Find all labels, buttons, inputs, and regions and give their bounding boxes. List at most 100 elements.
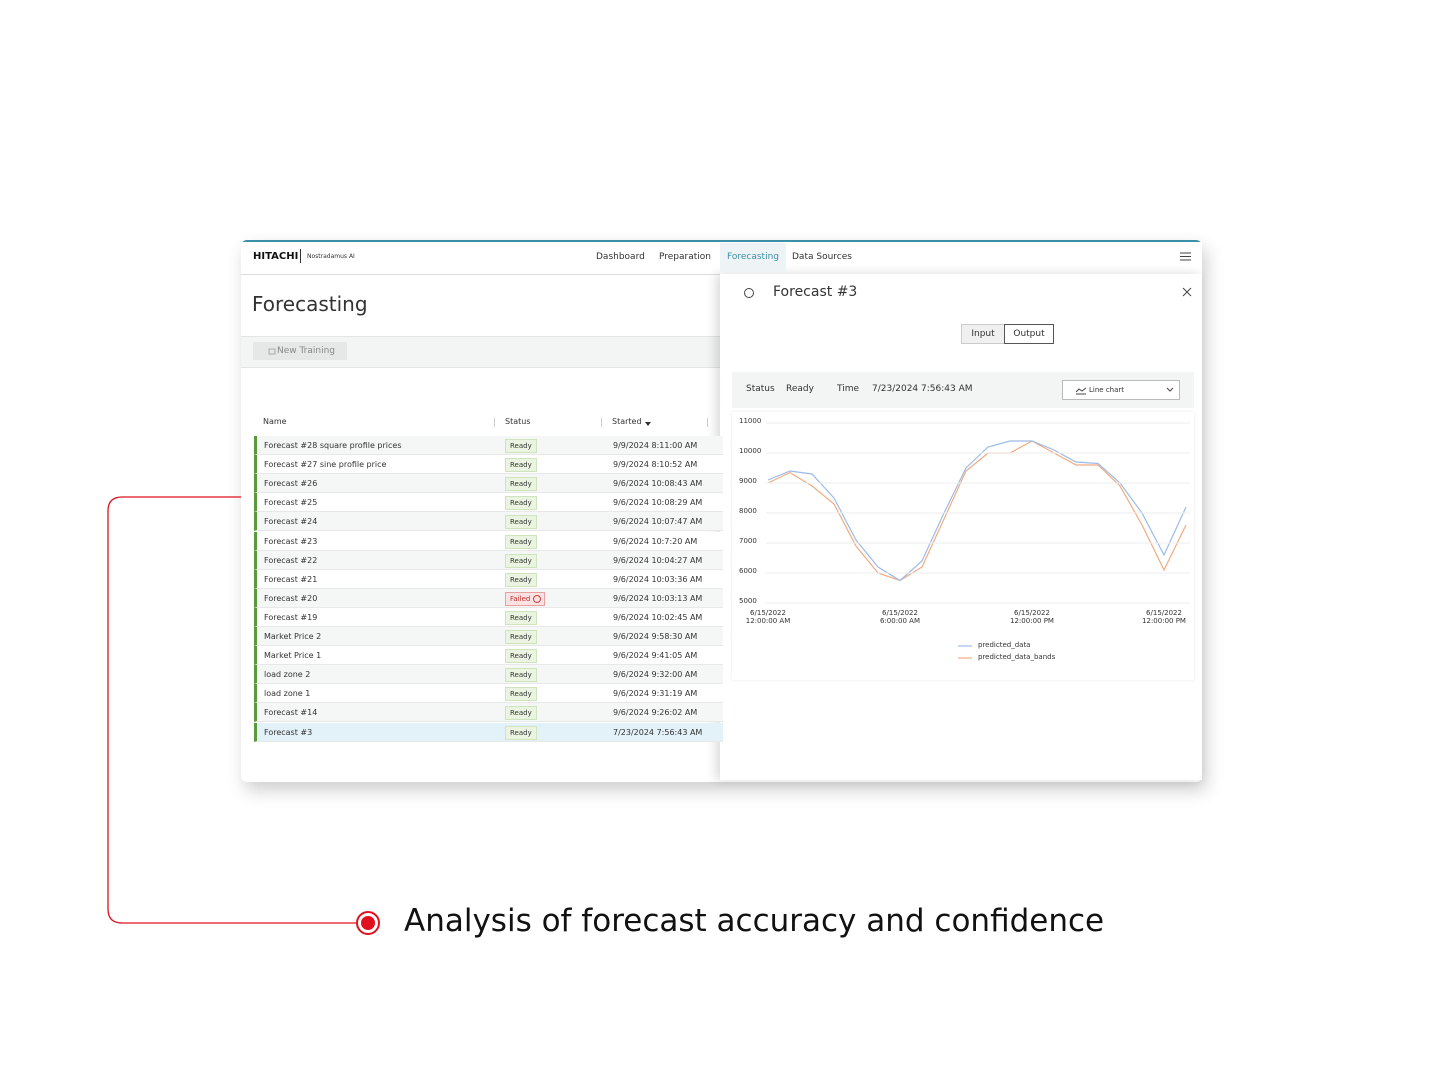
series-line: [767, 440, 1187, 582]
row-started: 9/6/2024 10:03:36 AM: [613, 574, 703, 584]
row-name: Forecast #28 square profile prices: [264, 441, 402, 450]
status-badge: Ready: [505, 725, 537, 740]
status-badge: Ready: [505, 534, 537, 549]
icons: [268, 252, 1192, 395]
table-row: [254, 703, 723, 723]
row-started: 9/9/2024 8:11:00 AM: [613, 441, 698, 450]
status-value: Ready: [786, 384, 814, 394]
column-header: Started: [612, 417, 642, 426]
row-started: 9/6/2024 10:02:45 AM: [613, 612, 703, 622]
row-started: 9/9/2024 8:10:52 AM: [613, 460, 698, 470]
table-row: [254, 474, 723, 494]
column-header: Status: [505, 417, 531, 426]
row-started: 9/6/2024 10:03:13 AM: [613, 593, 703, 603]
row-name: load zone 1: [264, 689, 311, 699]
list-area: [241, 336, 720, 368]
status-badge: Ready: [505, 610, 537, 625]
row-name: Forecast #24: [264, 517, 318, 527]
table-row: [254, 455, 723, 475]
info-icon: [744, 288, 754, 298]
legend-label: predicted_data_bands: [978, 653, 1056, 661]
status-label: Status: [746, 384, 775, 394]
table-row: [254, 646, 723, 666]
table-row: [254, 722, 723, 742]
status-badge: Ready: [505, 668, 537, 683]
nav-tab[interactable]: Dashboard: [596, 252, 645, 262]
legend-label: predicted_data: [978, 641, 1031, 649]
status-badge: Ready: [505, 496, 537, 511]
x-tick-label: 6/15/2022 12:00:00 AM: [745, 609, 791, 625]
y-tick-label: 11000: [739, 417, 762, 425]
status-badge: Ready: [505, 630, 537, 644]
panel-title: Forecast #3: [773, 284, 858, 300]
row-started: 9/6/2024 9:32:00 AM: [613, 670, 698, 680]
y-tick-label: 7000: [739, 537, 757, 545]
column-divider: [707, 418, 708, 427]
time-label: Time: [837, 384, 860, 394]
y-tick-label: 8000: [739, 507, 757, 515]
x-tick-label: 6/15/2022 12:00:00 PM: [1010, 609, 1054, 625]
nav-tab[interactable]: Data Sources: [792, 252, 852, 262]
button-icon: [268, 348, 276, 355]
status-badge: Ready: [505, 477, 537, 492]
table-row: [254, 607, 723, 627]
column-divider: [494, 418, 495, 427]
row-started: 9/6/2024 9:58:30 AM: [613, 632, 698, 641]
connector-dot-core: [361, 916, 375, 930]
row-started: 9/6/2024 10:08:43 AM: [613, 479, 703, 489]
error-icon: [533, 594, 541, 603]
y-tick-label: 5000: [739, 597, 757, 605]
status-badge: Ready: [505, 553, 537, 568]
line-chart-icon: [1075, 387, 1087, 395]
close-icon[interactable]: [1182, 287, 1192, 297]
table-row: [254, 569, 723, 589]
chart-area: [732, 412, 1194, 680]
row-name: Market Price 1: [264, 651, 322, 661]
nav-tab[interactable]: Forecasting: [720, 243, 787, 272]
status-badge: Ready: [505, 572, 537, 587]
row-started: 9/6/2024 10:08:29 AM: [613, 498, 703, 508]
row-name: load zone 2: [264, 670, 311, 680]
status-badge: Ready: [505, 439, 537, 453]
row-name: Forecast #25: [264, 498, 318, 508]
dropdown-caret: [1166, 387, 1174, 392]
row-started: 9/6/2024 10:7:20 AM: [613, 536, 698, 546]
product: Nostradamus AI: [307, 253, 355, 260]
view-dropdown[interactable]: Line chart: [1062, 380, 1180, 400]
row-name: Forecast #21: [264, 574, 318, 584]
table-row: [254, 436, 723, 455]
row-name: Forecast #27 sine profile price: [264, 460, 387, 470]
row-name: Forecast #3: [264, 727, 313, 737]
table-row: [254, 493, 723, 513]
status-badge: Ready: [505, 649, 537, 664]
nav-tab[interactable]: Preparation: [659, 252, 711, 262]
row-name: Forecast #26: [264, 479, 318, 489]
series-line: [767, 440, 1187, 582]
column-header: Name: [263, 417, 287, 426]
tab-output[interactable]: Output: [1004, 324, 1054, 344]
new-training-button[interactable]: New Training: [253, 342, 347, 360]
y-tick-label: 6000: [739, 567, 757, 575]
table-row: [254, 627, 723, 646]
row-name: Market Price 2: [264, 632, 322, 641]
table-row: [254, 550, 723, 570]
x-tick-label: 6/15/2022 6:00:00 AM: [879, 609, 921, 625]
row-started: 9/6/2024 10:04:27 AM: [613, 555, 703, 565]
menu-icon[interactable]: [1180, 252, 1191, 261]
row-started: 9/6/2024 9:31:19 AM: [613, 689, 698, 699]
row-started: 9/6/2024 9:41:05 AM: [613, 651, 698, 661]
sort-arrow: [645, 422, 651, 426]
table-row: [254, 588, 723, 608]
table-row: [254, 665, 723, 685]
row-started: 9/6/2024 10:07:47 AM: [613, 517, 703, 527]
status-badge: Ready: [505, 687, 537, 702]
row-name: Forecast #20: [264, 593, 318, 603]
brand: HITACHI: [253, 251, 299, 262]
y-tick-label: 10000: [739, 447, 762, 455]
status-badge: Ready: [505, 706, 537, 721]
table-row: [254, 684, 723, 704]
caption: Analysis of forecast accuracy and confid…: [404, 903, 1105, 939]
status-badge: Ready: [505, 515, 537, 530]
